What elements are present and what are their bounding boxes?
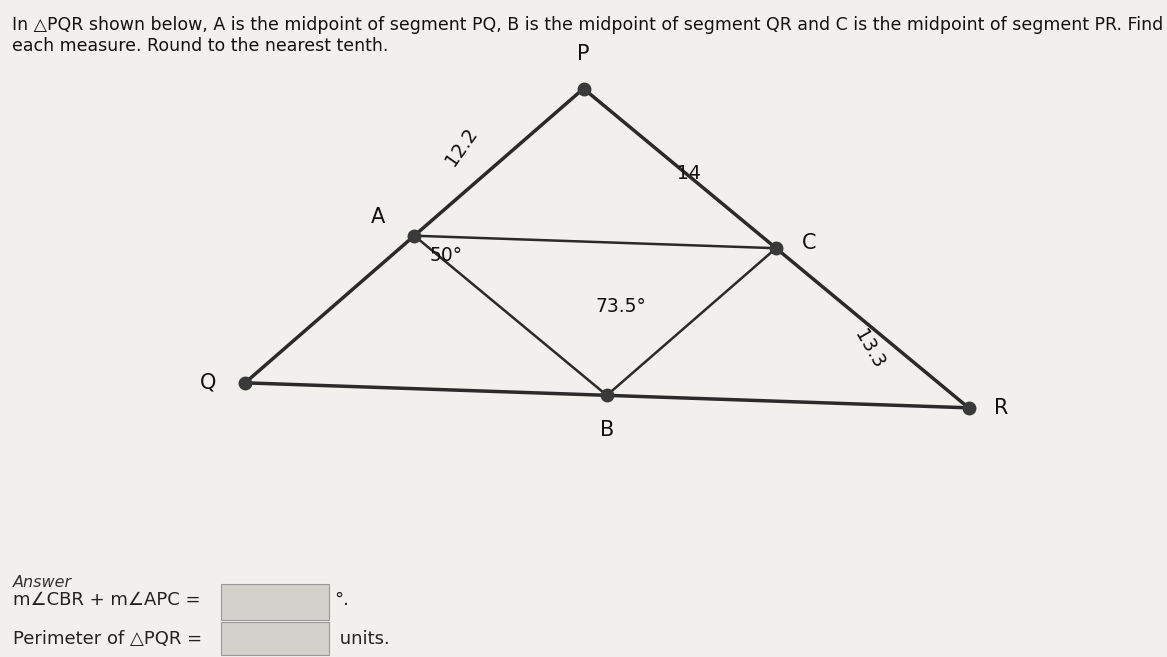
Text: 73.5°: 73.5° <box>595 297 645 316</box>
Text: 50°: 50° <box>429 246 462 265</box>
Text: Answer: Answer <box>13 574 72 589</box>
Text: B: B <box>600 420 614 440</box>
Text: R: R <box>994 398 1008 418</box>
Text: Perimeter of △PQR =: Perimeter of △PQR = <box>13 630 202 648</box>
Text: 14: 14 <box>677 164 700 183</box>
Text: 13.3: 13.3 <box>851 327 888 373</box>
Text: In △PQR shown below, A is the midpoint of segment PQ, B is the midpoint of segme: In △PQR shown below, A is the midpoint o… <box>12 16 1163 55</box>
Text: Q: Q <box>200 373 216 393</box>
Text: units.: units. <box>334 630 390 648</box>
Text: m∠CBR + m∠APC =: m∠CBR + m∠APC = <box>13 591 201 609</box>
Text: C: C <box>802 233 816 253</box>
FancyBboxPatch shape <box>221 584 329 620</box>
Text: A: A <box>371 208 385 227</box>
Text: °.: °. <box>334 591 349 609</box>
Text: 12.2: 12.2 <box>441 124 481 170</box>
FancyBboxPatch shape <box>221 622 329 655</box>
Text: P: P <box>578 43 589 64</box>
